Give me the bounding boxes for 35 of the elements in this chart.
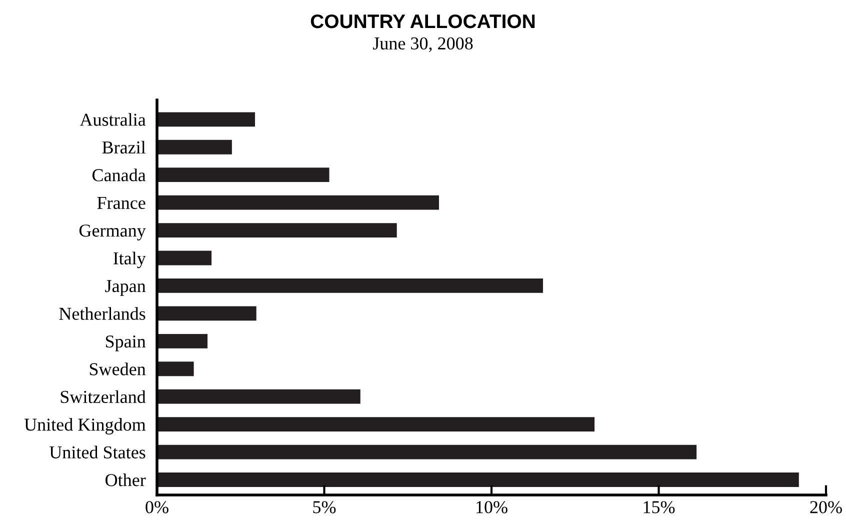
bar bbox=[157, 112, 256, 127]
y-tick-label: Canada bbox=[92, 168, 146, 182]
chart-title: COUNTRY ALLOCATION bbox=[310, 14, 535, 28]
bar bbox=[157, 472, 799, 487]
y-tick-label: Japan bbox=[105, 280, 146, 296]
x-tick-label: 0% bbox=[146, 501, 168, 514]
y-tick-label: Brazil bbox=[102, 140, 146, 154]
bar bbox=[157, 362, 194, 376]
y-tick-label: United States bbox=[49, 446, 146, 458]
y-tick-label: Netherlands bbox=[59, 307, 146, 320]
chart-subtitle: June 30, 2008 bbox=[372, 37, 473, 52]
bar bbox=[157, 334, 208, 348]
bar bbox=[157, 417, 595, 432]
bar bbox=[157, 444, 697, 460]
bar bbox=[157, 278, 544, 293]
y-tick-label: Spain bbox=[106, 335, 146, 352]
x-tick-label: 10% bbox=[476, 501, 508, 514]
bar bbox=[157, 168, 330, 182]
bar bbox=[157, 250, 212, 266]
y-tick-label: Australia bbox=[80, 113, 146, 126]
y-tick-label: United Kingdom bbox=[24, 418, 146, 434]
y-tick-label: Switzerland bbox=[60, 390, 146, 404]
bar bbox=[157, 223, 397, 238]
y-tick-label: Germany bbox=[79, 224, 146, 240]
bar bbox=[157, 306, 256, 321]
x-tick-label: 15% bbox=[644, 501, 675, 514]
bar bbox=[157, 140, 232, 154]
y-tick-label: France bbox=[97, 197, 146, 210]
bar bbox=[157, 389, 360, 404]
x-tick-label: 5% bbox=[313, 501, 336, 514]
y-tick-label: Sweden bbox=[90, 362, 146, 376]
bar bbox=[157, 195, 439, 210]
y-tick-label: Italy bbox=[113, 252, 146, 268]
x-tick-label: 20% bbox=[810, 501, 842, 514]
y-tick-label: Other bbox=[106, 473, 146, 486]
